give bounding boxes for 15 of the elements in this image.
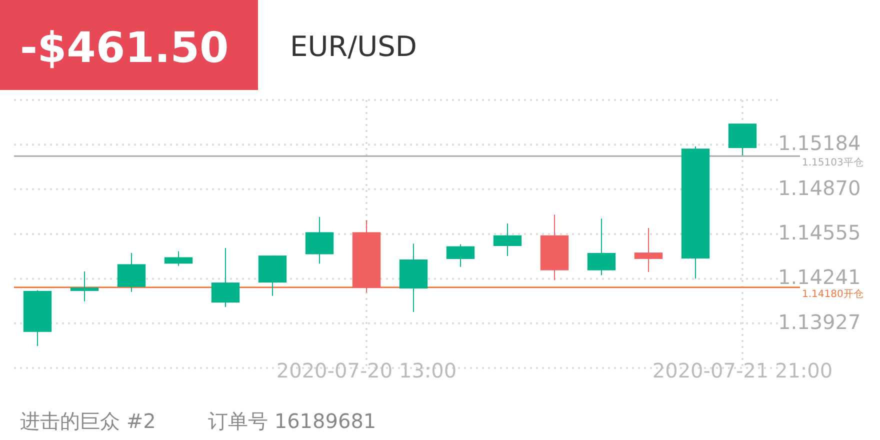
chart-subtitle: EUR/USD bbox=[290, 30, 417, 63]
text: 进击的巨众 #2 bbox=[20, 409, 156, 433]
y-tick-label: 1.14555 bbox=[778, 220, 861, 245]
ref-line-label: 1.14180开仓 bbox=[802, 288, 864, 300]
y-tick-label: 1.14870 bbox=[778, 176, 861, 200]
x-tick-label: 2020-07-21 21:00 bbox=[652, 358, 833, 382]
y-tick-label: 1.14241 bbox=[778, 265, 861, 290]
x-tick-label: 2020-07-20 13:00 bbox=[276, 358, 457, 382]
y-tick-label: 1.13927 bbox=[778, 310, 861, 334]
text: 订单号 16189681 bbox=[208, 409, 376, 433]
chart-title: -$461.50 bbox=[20, 23, 229, 72]
candlestick bbox=[634, 227, 663, 273]
ref-line-label: 1.15103平仓 bbox=[802, 156, 864, 169]
candlestick bbox=[70, 270, 99, 302]
y-tick-label: 1.15184 bbox=[778, 131, 861, 156]
